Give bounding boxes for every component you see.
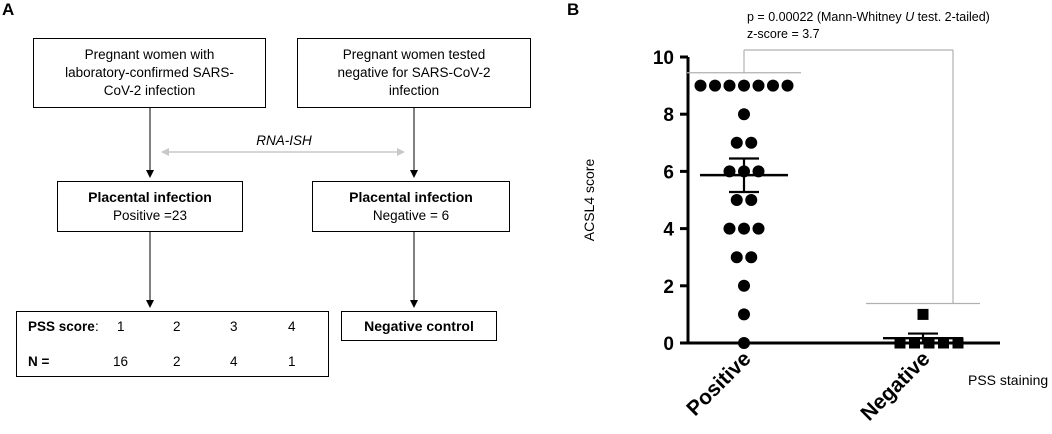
infection-neg-value: Negative = 6 xyxy=(372,207,450,223)
point-positive-4 xyxy=(752,79,765,92)
flowchart-arrows xyxy=(146,108,418,308)
point-positive-3 xyxy=(738,79,750,92)
y-tick-label-6: 6 xyxy=(663,162,674,183)
box-placental-infection-negative: Placental infection Negative = 6 xyxy=(312,181,510,232)
y-tick-label-0: 0 xyxy=(663,334,674,355)
point-positive-16 xyxy=(738,222,750,235)
box-right-line-1: Pregnant women tested xyxy=(342,47,486,63)
stats-line-1-post: test. 2-tailed) xyxy=(914,10,990,24)
axes-layer: 0 2 4 6 8 10 ACSL4 score PSS staining Positive Ne… xyxy=(581,48,1048,425)
stats-line-1: p = 0.00022 (Mann-Whitney U test. 2-tail… xyxy=(747,10,990,24)
point-positive-6 xyxy=(781,79,794,92)
box-left-line-3: CoV-2 infection xyxy=(103,82,196,98)
point-positive-20 xyxy=(738,279,750,292)
n-value-2: 2 xyxy=(173,354,181,369)
point-positive-0 xyxy=(694,79,707,92)
pss-header: PSS score xyxy=(28,319,95,334)
category-label-positive: Positive xyxy=(682,347,755,420)
y-tick-label-8: 8 xyxy=(663,105,674,126)
point-positive-5 xyxy=(767,79,779,92)
rna-ish-label: RNA-ISH xyxy=(254,133,314,148)
point-positive-19 xyxy=(745,251,758,264)
infection-pos-value: Positive =23 xyxy=(113,207,187,223)
box-sars-negative-women: Pregnant women tested negative for SARS-… xyxy=(297,38,531,108)
negative-control-label: Negative control xyxy=(364,317,474,334)
box-left-line-1: Pregnant women with xyxy=(84,47,215,63)
point-positive-21 xyxy=(738,308,750,321)
n-value-4: 1 xyxy=(288,354,296,369)
pss-score-4: 4 xyxy=(288,319,296,334)
point-negative-0 xyxy=(917,308,929,320)
box-right-line-3: infection xyxy=(388,82,440,98)
pss-score-1: 1 xyxy=(117,319,125,334)
box-right-line-2: negative for SARS-CoV-2 xyxy=(337,65,491,81)
y-tick-label-10: 10 xyxy=(653,48,674,69)
point-positive-17 xyxy=(752,222,765,235)
point-positive-18 xyxy=(730,251,743,264)
pss-colon: : xyxy=(95,319,99,334)
point-positive-22 xyxy=(738,337,750,349)
panel-a-label: A xyxy=(2,0,15,19)
point-positive-1 xyxy=(709,79,721,92)
marks-layer xyxy=(694,79,964,349)
panel-b-label: B xyxy=(567,0,580,19)
n-value-1: 16 xyxy=(113,354,129,369)
point-positive-14 xyxy=(745,194,758,206)
box-sars-positive-women: Pregnant women with laboratory-confirmed… xyxy=(33,38,266,108)
point-positive-7 xyxy=(738,108,750,121)
pss-score-table: PSS score : 1 2 3 4 N = 16 2 4 1 xyxy=(16,311,329,377)
n-value-3: 4 xyxy=(230,354,238,369)
point-negative-4 xyxy=(938,337,949,349)
stats-line-2: z-score = 3.7 xyxy=(747,27,820,41)
y-axis-title: ACSL4 score xyxy=(581,159,597,242)
n-label: N = xyxy=(28,354,50,369)
box-left-line-2: laboratory-confirmed SARS- xyxy=(65,65,234,81)
pss-score-3: 3 xyxy=(230,319,238,334)
x-axis-title: PSS staining xyxy=(968,372,1048,388)
box-placental-infection-positive: Placental infection Positive =23 xyxy=(57,181,243,232)
point-negative-5 xyxy=(952,337,964,349)
point-positive-9 xyxy=(745,136,758,149)
y-tick-label-4: 4 xyxy=(663,220,674,241)
point-positive-13 xyxy=(730,194,743,206)
point-positive-15 xyxy=(723,222,736,235)
point-negative-1 xyxy=(894,337,906,349)
y-tick-label-2: 2 xyxy=(663,277,674,298)
box-negative-control: Negative control xyxy=(341,311,497,341)
infection-neg-title: Placental infection xyxy=(349,189,473,206)
pss-score-2: 2 xyxy=(173,319,181,334)
point-positive-2 xyxy=(723,79,736,92)
stats-line-1-italic: U xyxy=(905,10,915,24)
category-label-negative: Negative xyxy=(856,347,934,425)
infection-pos-title: Placental infection xyxy=(88,189,212,206)
point-positive-8 xyxy=(730,136,743,149)
stats-line-1-pre: p = 0.00022 (Mann-Whitney xyxy=(747,10,906,24)
